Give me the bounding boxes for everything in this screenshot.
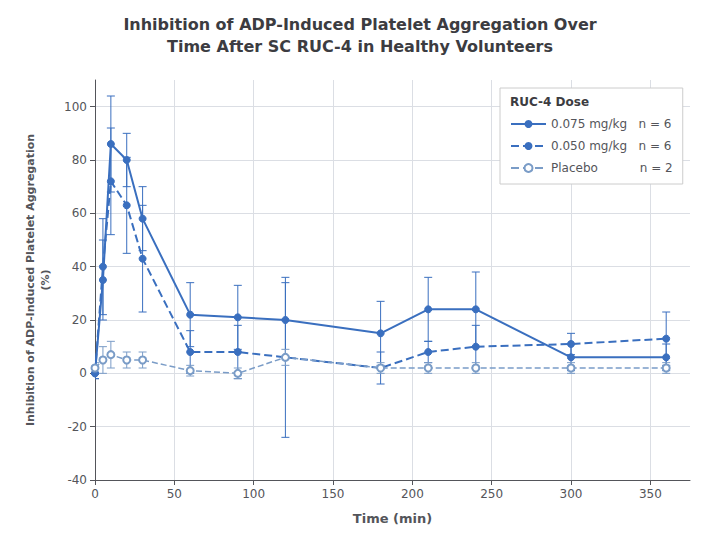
svg-text:40: 40 <box>72 260 87 274</box>
svg-text:-20: -20 <box>67 420 87 434</box>
svg-text:250: 250 <box>480 487 503 501</box>
svg-text:60: 60 <box>72 206 87 220</box>
svg-text:350: 350 <box>639 487 662 501</box>
svg-text:200: 200 <box>401 487 424 501</box>
svg-text:Time After SC RUC-4 in Healthy: Time After SC RUC-4 in Healthy Volunteer… <box>167 37 553 56</box>
svg-text:0: 0 <box>79 366 87 380</box>
svg-text:Inhibition of ADP-Induced Plat: Inhibition of ADP-Induced Platelet Aggre… <box>24 134 37 426</box>
svg-text:0: 0 <box>91 487 99 501</box>
svg-text:0.050 mg/kg n = 6: 0.050 mg/kg n = 6 <box>551 139 671 153</box>
svg-text:RUC-4 Dose: RUC-4 Dose <box>510 95 589 109</box>
svg-text:Time (min): Time (min) <box>353 511 432 526</box>
svg-text:100: 100 <box>242 487 265 501</box>
svg-text:Inhibition of ADP-Induced Plat: Inhibition of ADP-Induced Platelet Aggre… <box>123 15 596 34</box>
svg-text:-40: -40 <box>67 473 87 487</box>
svg-text:20: 20 <box>72 313 87 327</box>
svg-text:50: 50 <box>167 487 182 501</box>
svg-text:(%): (%) <box>39 269 52 290</box>
svg-text:80: 80 <box>72 153 87 167</box>
svg-text:0.075 mg/kg n = 6: 0.075 mg/kg n = 6 <box>551 117 671 131</box>
svg-text:150: 150 <box>322 487 345 501</box>
svg-text:300: 300 <box>560 487 583 501</box>
svg-text:100: 100 <box>64 100 87 114</box>
svg-text:Placebo n = 2: Placebo n = 2 <box>551 161 673 175</box>
